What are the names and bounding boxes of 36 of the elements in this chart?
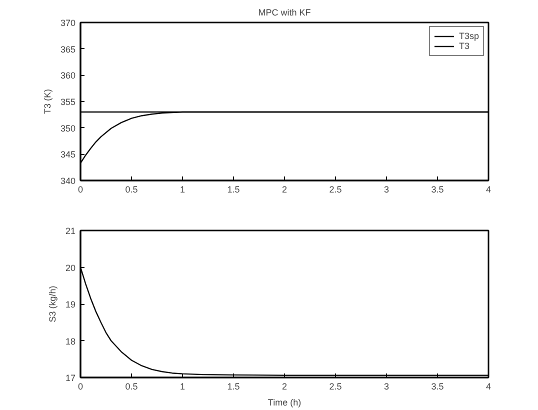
y-axis-title: T3 (K) — [42, 88, 52, 114]
x-tick-label: 1 — [180, 184, 186, 194]
y-tick-label: 340 — [60, 176, 76, 186]
y-tick-label: 355 — [60, 97, 76, 107]
x-tick-label: 0 — [78, 382, 84, 392]
y-tick-label: 17 — [65, 373, 76, 383]
x-tick-label: 0 — [78, 184, 84, 194]
x-tick-label: 2.5 — [329, 382, 342, 392]
x-tick-label: 2 — [282, 184, 288, 194]
y-tick-label: 360 — [60, 70, 76, 81]
x-tick-label: 0.5 — [125, 382, 138, 392]
legend-label: T3sp — [458, 31, 479, 41]
x-tick-label: 1.5 — [227, 382, 240, 392]
y-tick-label: 365 — [60, 44, 76, 54]
x-tick-label: 3 — [384, 184, 390, 194]
x-tick-label: 2.5 — [329, 184, 342, 194]
x-tick-label: 3.5 — [431, 382, 444, 392]
x-tick-label: 3.5 — [431, 184, 444, 194]
x-tick-label: 1.5 — [227, 184, 240, 194]
y-axis-title: S3 (kg/h) — [47, 286, 58, 322]
x-tick-label: 3 — [384, 382, 390, 392]
x-axis-title: Time (h) — [268, 398, 302, 408]
x-tick-label: 4 — [486, 184, 492, 194]
x-tick-label: 2 — [282, 382, 288, 392]
y-tick-label: 370 — [60, 18, 76, 28]
y-tick-label: 18 — [65, 336, 76, 346]
y-tick-label: 19 — [65, 300, 76, 310]
y-tick-label: 20 — [65, 262, 76, 273]
x-tick-label: 1 — [180, 382, 186, 392]
chart-title: MPC with KF — [258, 8, 312, 18]
y-tick-label: 350 — [60, 123, 76, 134]
x-tick-label: 4 — [486, 382, 492, 392]
x-tick-label: 0.5 — [125, 184, 138, 194]
legend-label: T3 — [458, 41, 470, 51]
y-tick-label: 345 — [60, 150, 76, 160]
y-tick-label: 21 — [65, 226, 76, 236]
